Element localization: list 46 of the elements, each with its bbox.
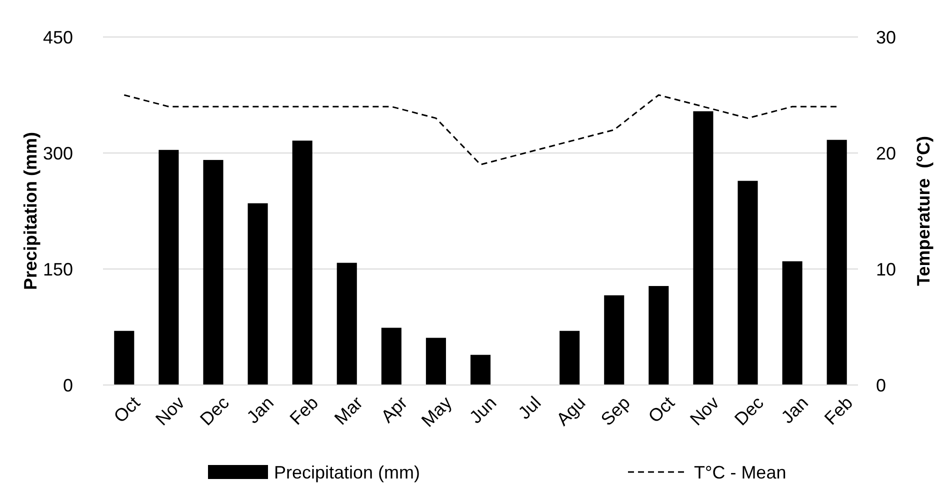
bar <box>560 330 580 385</box>
bar <box>470 354 491 385</box>
legend-label: T°C - Mean <box>694 462 786 482</box>
y-tick-label: 150 <box>42 259 73 280</box>
y2-tick-label: 20 <box>876 143 896 164</box>
x-tick-label: Jan <box>242 392 278 428</box>
bar <box>782 261 802 385</box>
y-tick-label: 450 <box>42 27 73 48</box>
bar <box>426 338 446 385</box>
bar <box>693 111 714 385</box>
x-tick-label: Dec <box>196 392 233 430</box>
x-tick-label: Nov <box>686 392 723 430</box>
x-tick-label: Oct <box>110 392 144 427</box>
y2-tick-label: 0 <box>876 375 886 396</box>
line-series <box>123 94 838 166</box>
x-tick-label: Jun <box>466 392 500 428</box>
x-tick-label: Feb <box>820 392 857 429</box>
x-tick-label: Sep <box>597 392 634 430</box>
x-tick-label: Dec <box>730 392 768 430</box>
legend-label: Precipitation (mm) <box>274 462 420 482</box>
x-tick-label: May <box>418 392 456 431</box>
x-tick-label: Jan <box>777 392 812 428</box>
x-tick-label: Oct <box>644 392 678 427</box>
bar <box>203 160 224 385</box>
bar <box>738 180 758 385</box>
bar <box>648 286 669 385</box>
bar <box>248 203 268 385</box>
y2-tick-label: 10 <box>876 259 896 280</box>
x-tick-label: Jul <box>514 392 545 424</box>
bar <box>826 140 847 385</box>
bar <box>381 328 402 385</box>
y-tick-label: 300 <box>42 143 73 164</box>
x-tick-label: Apr <box>377 392 412 427</box>
bar <box>604 295 624 385</box>
x-tick-label: Nov <box>152 392 188 430</box>
x-tick-label: Mar <box>330 392 367 429</box>
y-axis-title: Precipitation (mm) <box>20 132 40 290</box>
x-tick-label: Feb <box>286 392 322 429</box>
bar <box>292 140 312 385</box>
x-tick-label: Agu <box>552 392 590 430</box>
y-tick-label: 0 <box>62 375 73 396</box>
y2-axis-title: Temperature (°C) <box>913 136 934 286</box>
bar <box>114 330 134 385</box>
y2-tick-label: 30 <box>876 27 896 48</box>
bar <box>158 150 179 385</box>
bar <box>336 262 357 385</box>
